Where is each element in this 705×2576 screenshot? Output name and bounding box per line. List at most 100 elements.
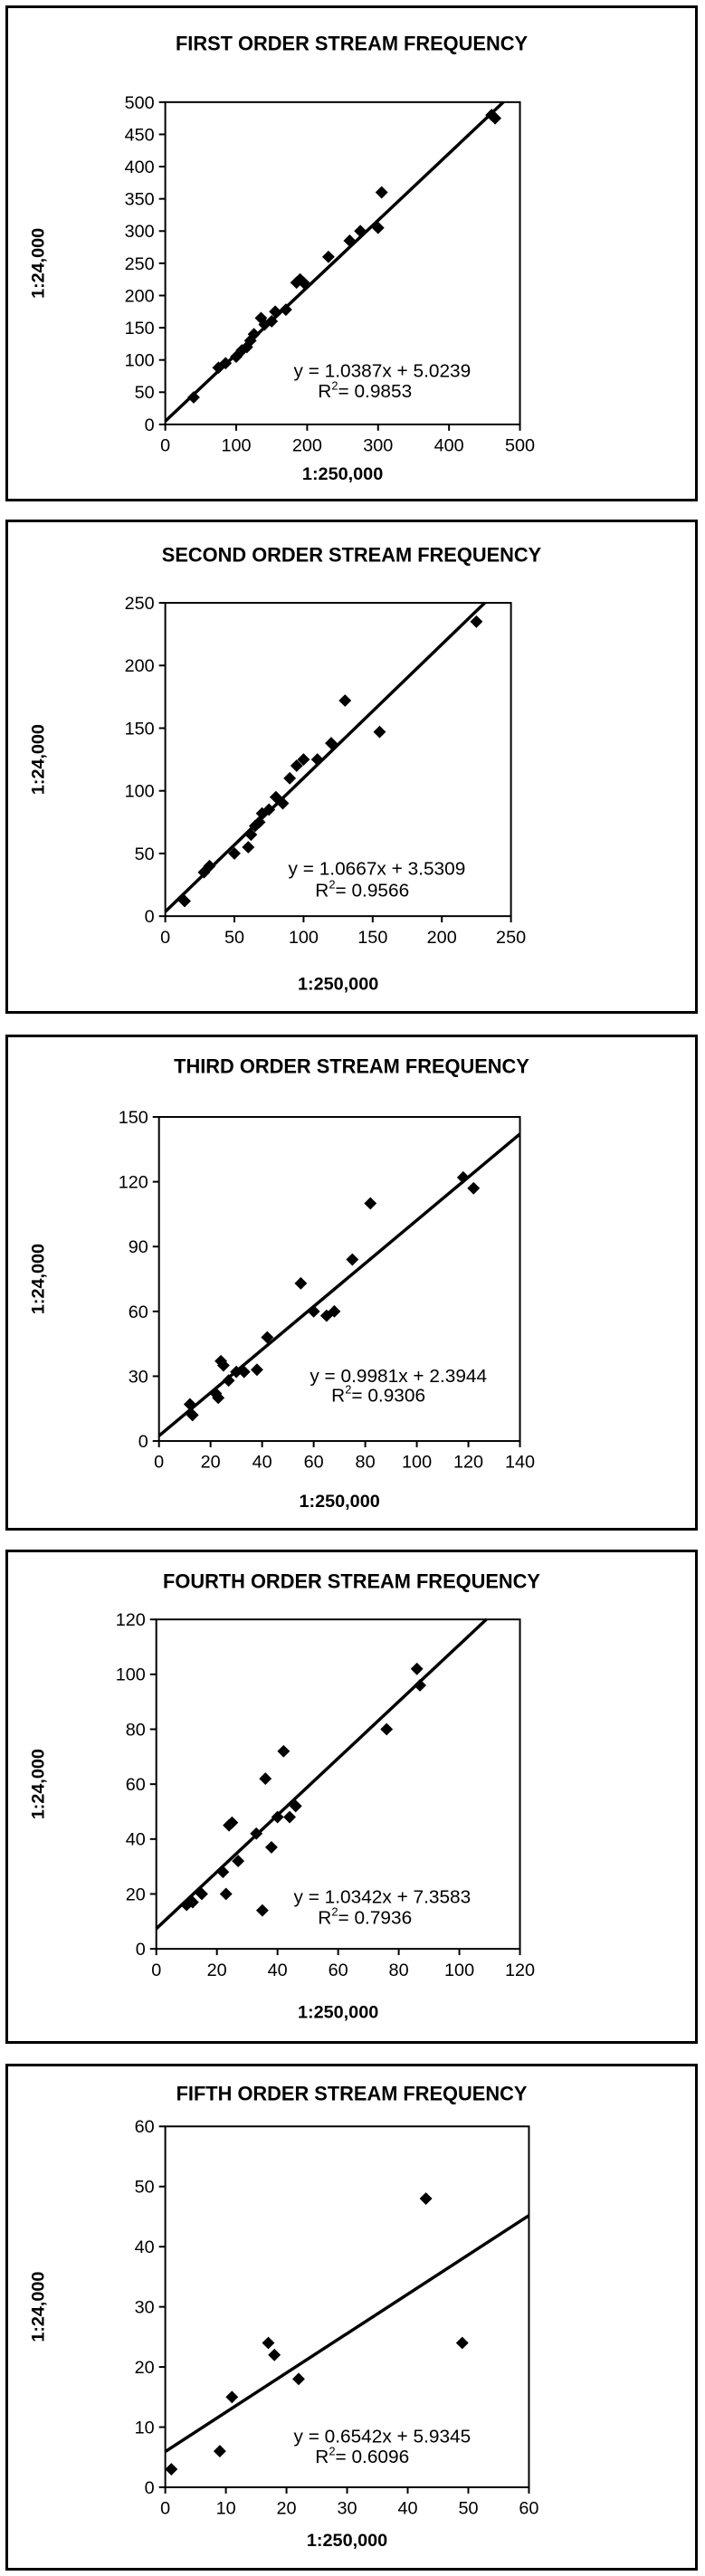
x-axis-label: 1:250,000 [307, 2531, 387, 2551]
y-tick-label: 150 [125, 719, 155, 739]
x-tick-label: 60 [329, 1961, 348, 1980]
data-point [414, 1679, 426, 1692]
data-point [219, 357, 233, 370]
x-tick-label: 50 [224, 928, 244, 948]
y-tick-label: 60 [129, 1302, 148, 1322]
plot-area [164, 100, 521, 425]
data-point [289, 1799, 302, 1813]
trendline [164, 2214, 530, 2453]
r-squared-value: R2= 0.7936 [318, 1905, 412, 1929]
chart-title: FOURTH ORDER STREAM FREQUENCY [163, 1570, 540, 1593]
y-tick-label: 100 [116, 1665, 146, 1685]
x-tick-label: 40 [268, 1961, 288, 1980]
scatter-chart-2: SECOND ORDER STREAM FREQUENCY 0 50 100 150 20… [29, 544, 542, 995]
data-point [265, 1840, 278, 1854]
y-tick-label: 200 [125, 656, 155, 676]
x-tick-label: 20 [201, 1453, 221, 1473]
x-tick-label: 40 [397, 2499, 417, 2519]
x-tick-label: 60 [304, 1453, 324, 1473]
y-tick-label: 80 [126, 1720, 146, 1740]
scatter-chart-5: FIFTH ORDER STREAM FREQUENCY 0 10 20 30 40 50 6… [29, 2083, 539, 2552]
x-tick-label: 0 [160, 928, 170, 948]
y-tick-label: 250 [125, 254, 155, 274]
y-tick-label: 300 [125, 222, 155, 242]
data-point [269, 790, 282, 804]
y-tick-label: 60 [135, 2117, 155, 2137]
data-point [307, 1304, 320, 1318]
y-tick-label: 350 [125, 190, 155, 210]
data-point [325, 737, 338, 750]
data-point [419, 2192, 433, 2205]
y-tick-label: 30 [135, 2298, 155, 2318]
x-axis-label: 1:250,000 [302, 464, 383, 484]
y-tick-label: 40 [126, 1830, 146, 1850]
chart-panel-2: SECOND ORDER STREAM FREQUENCY 0 50 100 150 20… [5, 520, 698, 1014]
y-tick-label: 400 [125, 157, 155, 177]
x-axis-label: 1:250,000 [298, 974, 378, 994]
x-tick-label: 30 [338, 2499, 357, 2519]
y-tick-label: 120 [116, 1610, 146, 1630]
trendline-equation: y = 1.0342x + 7.3583 [294, 1887, 472, 1908]
data-point [250, 1363, 263, 1377]
scatter-chart-3: THIRD ORDER STREAM FREQUENCY 0 20 40 60 80 100… [29, 1055, 535, 1512]
y-tick-label: 150 [119, 1108, 148, 1128]
x-axis-label: 1:250,000 [299, 1492, 379, 1512]
data-point [212, 1391, 225, 1405]
x-tick-label: 500 [505, 436, 535, 456]
y-tick-label: 0 [145, 907, 155, 927]
trendline [164, 601, 486, 913]
y-tick-label: 50 [135, 383, 155, 403]
y-tick-label: 30 [129, 1367, 148, 1387]
data-point [230, 1365, 243, 1379]
x-tick-label: 200 [292, 436, 322, 456]
y-tick-label: 20 [135, 2358, 155, 2378]
data-point [456, 1170, 470, 1184]
x-tick-label: 0 [160, 2499, 170, 2519]
y-tick-label: 50 [135, 844, 155, 864]
y-tick-label: 100 [125, 351, 155, 371]
r-squared-value: R2= 0.6096 [315, 2444, 409, 2467]
y-axis-label: 1:24,000 [29, 2272, 49, 2342]
x-tick-label: 20 [207, 1961, 227, 1980]
y-tick-label: 0 [145, 2478, 155, 2498]
data-point [269, 305, 282, 319]
x-tick-label: 100 [221, 436, 251, 456]
chart-title: THIRD ORDER STREAM FREQUENCY [174, 1055, 529, 1078]
y-tick-label: 20 [126, 1884, 146, 1904]
y-tick-label: 10 [135, 2418, 155, 2438]
y-tick-label: 150 [125, 319, 155, 339]
x-tick-label: 150 [357, 928, 387, 948]
data-point [328, 1304, 341, 1318]
trendline-equation: y = 0.6542x + 5.9345 [294, 2427, 472, 2447]
y-tick-label: 250 [125, 594, 155, 614]
trendline [157, 1132, 521, 1437]
x-tick-label: 0 [154, 1453, 164, 1473]
y-axis-label: 1:24,000 [29, 724, 49, 795]
data-point [338, 694, 352, 707]
x-tick-label: 80 [356, 1453, 376, 1473]
data-point [283, 771, 297, 785]
x-tick-label: 40 [252, 1453, 272, 1473]
y-tick-label: 500 [125, 93, 155, 113]
data-point [259, 1772, 272, 1786]
x-tick-label: 120 [505, 1961, 535, 1980]
chart-panel-3: THIRD ORDER STREAM FREQUENCY 0 20 40 60 80 100… [5, 1035, 698, 1531]
x-tick-label: 0 [160, 436, 170, 456]
y-tick-label: 40 [135, 2237, 155, 2257]
data-point [255, 1903, 269, 1917]
x-tick-label: 100 [289, 928, 319, 948]
chart-title: FIRST ORDER STREAM FREQUENCY [176, 33, 529, 55]
y-tick-label: 450 [125, 125, 155, 145]
plot-area [155, 1618, 521, 1951]
data-point [276, 797, 290, 810]
y-axis-label: 1:24,000 [29, 228, 49, 299]
y-tick-label: 60 [126, 1775, 146, 1795]
scatter-chart-1: FIRST ORDER STREAM FREQUENCY 0 100 200 300 40… [29, 33, 535, 485]
trendline [155, 1617, 488, 1931]
x-tick-label: 20 [277, 2499, 297, 2519]
chart-title: FIFTH ORDER STREAM FREQUENCY [176, 2083, 528, 2105]
chart-panel-5: FIFTH ORDER STREAM FREQUENCY 0 10 20 30 40 50 6… [5, 2064, 698, 2571]
chart-panel-1: FIRST ORDER STREAM FREQUENCY 0 100 200 300 40… [5, 5, 698, 501]
data-point [186, 1408, 199, 1422]
data-point [373, 725, 386, 739]
